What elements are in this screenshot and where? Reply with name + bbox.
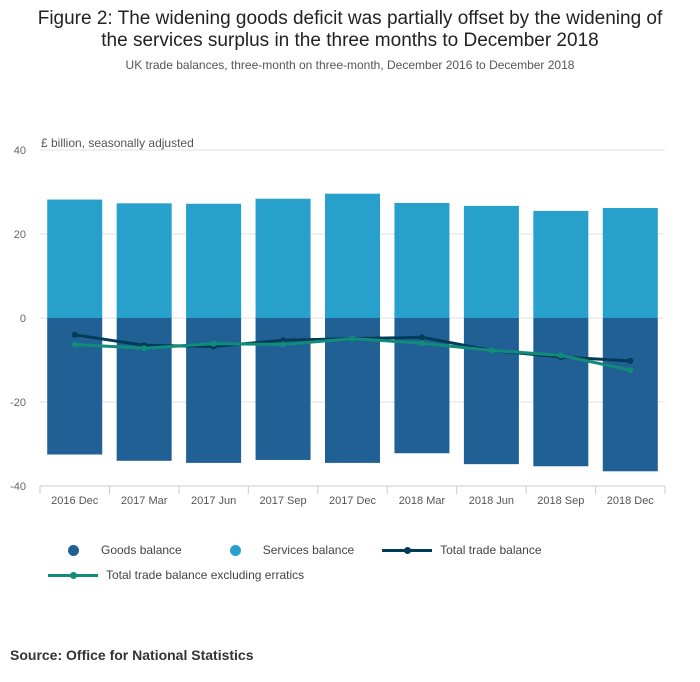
goods-legend-marker bbox=[68, 544, 79, 556]
services-bar bbox=[116, 203, 172, 318]
goods-bar bbox=[47, 318, 103, 455]
y-tick-label: 40 bbox=[14, 145, 26, 157]
total-ex-erratics-point bbox=[71, 341, 78, 348]
legend-total-label: Total trade balance bbox=[440, 543, 542, 557]
x-tick-label: 2018 Mar bbox=[399, 495, 446, 507]
total-ex-erratics-point bbox=[488, 347, 495, 354]
total-ex-erratics-point bbox=[627, 367, 634, 374]
goods-bar bbox=[116, 318, 172, 461]
total-legend-point bbox=[404, 546, 412, 554]
chart-title-line-2: the services surplus in the three months… bbox=[101, 30, 599, 51]
legend-row-2: Total trade balance excluding erratics bbox=[48, 565, 668, 585]
legend-total[interactable]: Total trade balance bbox=[382, 543, 542, 557]
services-bar bbox=[533, 210, 589, 318]
total-ex-erratics-legend-line bbox=[48, 571, 98, 579]
total-ex-erratics-point bbox=[280, 341, 287, 348]
x-tick-label: 2018 Jun bbox=[469, 495, 514, 507]
services-bar bbox=[255, 198, 311, 318]
services-bar bbox=[394, 202, 450, 318]
goods-bar bbox=[463, 318, 519, 465]
goods-bar bbox=[325, 318, 380, 463]
y-tick-label: -20 bbox=[10, 397, 26, 409]
total-trade-balance-point bbox=[280, 337, 287, 344]
total-trade-balance-point bbox=[418, 334, 425, 341]
total-trade-balance-point bbox=[71, 331, 78, 338]
services-bar bbox=[325, 193, 380, 318]
legend-goods[interactable]: Goods balance bbox=[48, 543, 202, 557]
legend-row-1: Goods balance Services balance Total tra… bbox=[48, 540, 668, 560]
total-trade-balance-point bbox=[627, 357, 634, 364]
x-tick-label: 2016 Dec bbox=[51, 495, 99, 507]
services-legend-marker bbox=[229, 544, 241, 556]
y-tick-label: 0 bbox=[20, 313, 26, 325]
y-tick-label: -40 bbox=[10, 481, 26, 493]
legend-goods-label: Goods balance bbox=[101, 543, 182, 557]
x-tick-label: 2017 Sep bbox=[260, 495, 307, 507]
x-tick-label: 2018 Dec bbox=[607, 495, 655, 507]
x-tick-label: 2017 Mar bbox=[121, 495, 168, 507]
total-ex-erratics-point bbox=[418, 340, 425, 347]
y-tick-label: 20 bbox=[14, 229, 26, 241]
services-bar bbox=[186, 203, 242, 318]
x-tick-label: 2018 Sep bbox=[537, 495, 584, 507]
total-ex-erratics-point bbox=[557, 352, 564, 359]
chart-subtitle: UK trade balances, three-month on three-… bbox=[125, 58, 575, 72]
legend-total-ex-erratics-label: Total trade balance excluding erratics bbox=[106, 568, 305, 582]
total-ex-erratics-point bbox=[210, 340, 217, 347]
total-ex-erratics-point bbox=[349, 335, 356, 342]
chart-title: Figure 2: The widening goods deficit was… bbox=[0, 8, 700, 52]
services-bar bbox=[463, 205, 519, 318]
total-ex-erratics-point bbox=[141, 345, 148, 352]
legend-total-ex-erratics[interactable]: Total trade balance excluding erratics bbox=[48, 568, 304, 582]
legend-services-label: Services balance bbox=[262, 543, 355, 557]
total-ex-erratics-legend-point bbox=[70, 571, 77, 579]
trade-balance-chart: 40 20 0 -20 -40 2016 Dec 2017 Mar 2017 Jun 2017 … bbox=[10, 145, 666, 507]
x-tick-label: 2017 Jun bbox=[191, 495, 236, 507]
total-legend-line bbox=[382, 546, 433, 554]
chart-title-line-1: Figure 2: The widening goods deficit was… bbox=[37, 8, 663, 29]
chart-legend: Goods balance Services balance Total tra… bbox=[48, 540, 668, 590]
y-axis-label: £ billion, seasonally adjusted bbox=[41, 136, 194, 150]
legend-services[interactable]: Services balance bbox=[220, 543, 364, 557]
source-note: Source: Office for National Statistics bbox=[10, 647, 254, 663]
x-tick-label: 2017 Dec bbox=[329, 495, 377, 507]
goods-bar bbox=[533, 318, 589, 467]
goods-bar bbox=[186, 318, 242, 463]
services-bar bbox=[47, 199, 103, 318]
goods-bar bbox=[602, 318, 658, 472]
services-bar bbox=[602, 207, 658, 318]
